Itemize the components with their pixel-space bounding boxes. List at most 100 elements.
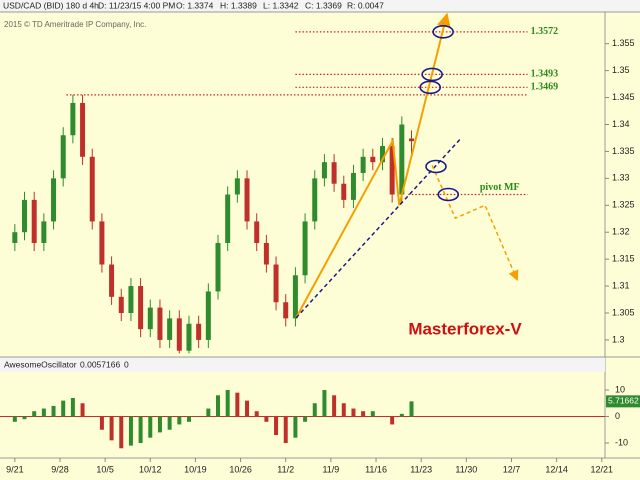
osc-bar xyxy=(167,416,172,430)
candle-body xyxy=(350,172,356,200)
osc-bar xyxy=(196,416,201,418)
x-tick-label: 12/14 xyxy=(545,464,568,474)
y-tick-label: 1.34 xyxy=(612,119,630,129)
osc-bar xyxy=(177,416,182,425)
x-tick-label: 11/16 xyxy=(365,464,387,474)
candle-body xyxy=(302,221,308,276)
candle-body xyxy=(176,318,182,351)
osc-bar xyxy=(41,408,46,417)
osc-bar xyxy=(264,416,269,422)
trend-line xyxy=(295,12,451,319)
candle-body xyxy=(263,242,269,265)
osc-bar xyxy=(332,395,337,417)
osc-bar xyxy=(32,411,37,417)
candle-body xyxy=(234,178,240,195)
watermark: Masterforex-V xyxy=(408,319,522,338)
osc-bar xyxy=(390,416,395,425)
candle-body xyxy=(292,275,298,319)
osc-bar xyxy=(274,416,279,436)
copyright: 2015 © TD Ameritrade IP Company, Inc. xyxy=(4,20,146,29)
osc-bar xyxy=(370,411,375,417)
candle-body xyxy=(99,221,105,265)
osc-bar xyxy=(409,401,414,417)
highlight-ellipse xyxy=(421,67,443,82)
header-close: C: 1.3369 xyxy=(305,0,342,10)
y-tick-label: 1.32 xyxy=(612,227,630,237)
osc-bar xyxy=(157,416,162,433)
candle-body xyxy=(409,138,415,142)
osc-bar xyxy=(22,416,27,420)
header-low: L: 1.3342 xyxy=(263,0,299,10)
x-tick-label: 12/7 xyxy=(503,464,521,474)
osc-bar xyxy=(312,403,317,417)
osc-bar xyxy=(206,408,211,417)
candle-body xyxy=(196,323,202,340)
candle-body xyxy=(225,194,231,243)
candle-body xyxy=(167,318,173,340)
osc-bar xyxy=(225,390,230,417)
pivot-label: pivot MF xyxy=(480,182,520,193)
highlight-ellipse xyxy=(419,80,442,95)
osc-bar xyxy=(303,416,308,422)
x-tick-label: 10/26 xyxy=(229,464,252,474)
osc-bar xyxy=(109,416,114,441)
candle-body xyxy=(186,323,192,351)
osc-value-label: 5.71662 xyxy=(608,396,639,406)
osc-bar xyxy=(216,395,221,417)
osc-header-bar xyxy=(0,357,605,372)
osc-bar xyxy=(61,400,66,417)
candle-body xyxy=(70,102,76,136)
osc-header-value: 0.0057166 xyxy=(80,359,120,369)
y-tick-label: 1.35 xyxy=(612,65,630,75)
x-tick-label: 10/5 xyxy=(96,464,114,474)
candle-body xyxy=(31,199,37,243)
y-tick-label: 1.325 xyxy=(612,200,635,210)
osc-bar xyxy=(235,392,240,417)
header-high: H: 1.3389 xyxy=(220,0,257,10)
y-tick-label: 1.33 xyxy=(612,173,630,183)
candle-body xyxy=(51,178,57,222)
osc-y-tick-label: 0 xyxy=(615,411,620,421)
candle-body xyxy=(360,156,366,173)
osc-y-tick-label: 10 xyxy=(615,384,625,394)
header-open: O: 1.3374 xyxy=(176,0,214,10)
osc-bar xyxy=(51,405,56,417)
candle-body xyxy=(244,178,250,222)
osc-bar xyxy=(70,397,75,417)
osc-bar xyxy=(399,413,404,417)
x-tick-label: 12/21 xyxy=(591,464,614,474)
header-range: R: 0.0047 xyxy=(347,0,384,10)
candle-body xyxy=(254,221,260,243)
highlight-ellipse xyxy=(425,159,447,174)
x-tick-label: 10/12 xyxy=(139,464,162,474)
osc-bar xyxy=(322,390,327,417)
level-label: 1.3493 xyxy=(531,69,559,80)
y-tick-label: 1.3 xyxy=(612,334,625,344)
osc-bar xyxy=(138,416,143,443)
osc-bar xyxy=(80,403,85,417)
candle-body xyxy=(283,302,289,319)
candle-body xyxy=(321,162,327,179)
x-tick-label: 11/23 xyxy=(410,464,432,474)
candle-body xyxy=(109,264,115,297)
level-label: 1.3469 xyxy=(531,82,559,93)
y-tick-label: 1.345 xyxy=(612,92,635,102)
osc-bar xyxy=(293,416,298,438)
candle-body xyxy=(12,232,18,243)
osc-header-extra: 0 xyxy=(124,359,129,369)
osc-bar xyxy=(12,416,17,422)
y-tick-label: 1.305 xyxy=(612,307,635,317)
x-tick-label: 11/9 xyxy=(322,464,339,474)
candle-body xyxy=(80,102,86,157)
level-label: 1.3572 xyxy=(531,26,559,37)
candle-body xyxy=(399,124,405,195)
osc-bar xyxy=(341,403,346,417)
highlight-ellipse xyxy=(432,25,454,39)
osc-bar xyxy=(380,416,385,418)
osc-bar xyxy=(351,408,356,417)
candle-body xyxy=(273,264,279,303)
osc-bar xyxy=(148,416,153,438)
trend-line xyxy=(431,165,519,282)
highlight-ellipse xyxy=(437,187,460,202)
